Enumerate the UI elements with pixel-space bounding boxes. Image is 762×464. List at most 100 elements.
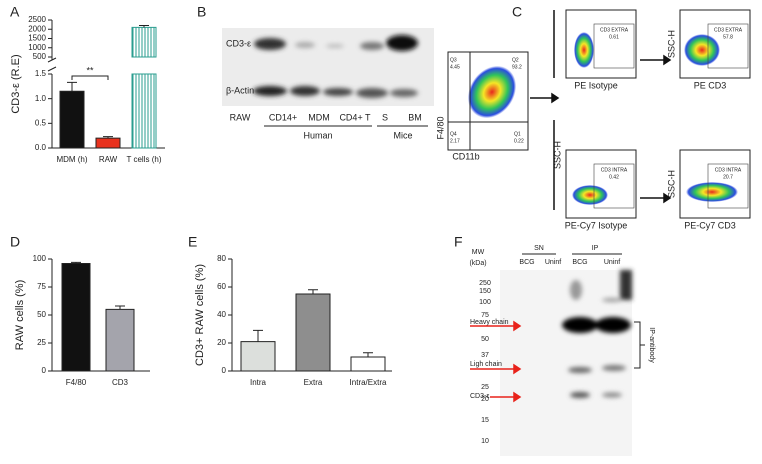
group-label: Human bbox=[303, 130, 332, 140]
axis-label: F4/80 bbox=[435, 116, 445, 139]
density bbox=[686, 182, 738, 202]
panel-letter: F bbox=[454, 234, 463, 250]
density bbox=[684, 34, 720, 66]
annotation: ** bbox=[86, 65, 94, 75]
x-tick-label: Intra/Extra bbox=[350, 378, 387, 387]
y-axis-label: RAW cells (%) bbox=[14, 280, 26, 350]
axis-label: PE CD3 bbox=[694, 80, 727, 90]
error-bar bbox=[103, 136, 113, 139]
bands bbox=[562, 270, 632, 398]
gate bbox=[593, 163, 635, 209]
axis-label: SSC-H bbox=[552, 141, 562, 169]
y-tick-label: 1.0 bbox=[35, 94, 47, 103]
y-tick-label: 75 bbox=[37, 282, 46, 291]
y-tick-label: 100 bbox=[33, 254, 47, 263]
x-tick-label: Intra bbox=[250, 378, 267, 387]
red-arrows bbox=[470, 320, 522, 403]
panel-letter: B bbox=[197, 4, 206, 20]
group-label: Mice bbox=[393, 130, 412, 140]
y-tick-label: 500 bbox=[33, 52, 47, 61]
axis-label: PE-Cy7 Isotype bbox=[565, 220, 628, 230]
quadrant: Q2 bbox=[512, 57, 519, 63]
bar bbox=[295, 293, 331, 372]
error-bar bbox=[115, 305, 125, 310]
panel-letter: E bbox=[188, 234, 197, 250]
bar bbox=[350, 356, 386, 372]
quadrant-value: 0.22 bbox=[514, 138, 524, 144]
mw-label: MW bbox=[472, 249, 485, 256]
lane-label: BCG bbox=[572, 259, 587, 266]
marker-label: 100 bbox=[479, 299, 491, 306]
marker-label: 50 bbox=[481, 336, 489, 343]
bands bbox=[253, 35, 418, 98]
marker-label: 150 bbox=[479, 288, 491, 295]
y-tick-label: 0 bbox=[42, 366, 47, 375]
quadrant-value: 2.17 bbox=[450, 138, 460, 144]
lane-label: BM bbox=[408, 112, 422, 122]
y-tick-label: 0.0 bbox=[35, 143, 47, 152]
axis-label: CD11b bbox=[452, 151, 479, 161]
quadrant: Q3 bbox=[450, 57, 457, 63]
axis-break bbox=[47, 57, 57, 72]
gate-value: 20.7 bbox=[723, 174, 733, 180]
x-tick-label: T cells (h) bbox=[127, 155, 162, 164]
y-tick-label: 80 bbox=[217, 254, 226, 263]
bar bbox=[131, 26, 157, 149]
gate-value: 0.42 bbox=[609, 174, 619, 180]
flow-plot bbox=[679, 9, 751, 79]
bar bbox=[61, 262, 91, 372]
lane-label: S bbox=[382, 112, 388, 122]
dot-plot bbox=[447, 51, 529, 151]
y-tick-label: 2000 bbox=[28, 24, 46, 33]
panel-b: B CD3-ε β-Actin RAW CD14+ MDM CD4+ T S B… bbox=[197, 4, 434, 140]
bracket bbox=[634, 321, 645, 369]
quadrant-value: 4.45 bbox=[450, 64, 460, 70]
x-tick-label: F4/80 bbox=[66, 378, 87, 387]
y-tick-label: 60 bbox=[217, 282, 226, 291]
panel-c: C Q3 4.45 Q2 93.2 Q4 2.17 Q1 0.22 F4/80 … bbox=[435, 4, 672, 210]
lane-label: Uninf bbox=[545, 259, 561, 266]
panel-letter: A bbox=[10, 4, 20, 20]
axis-label: SSC-H bbox=[666, 30, 676, 58]
axis-label: SSC-H bbox=[666, 170, 676, 198]
error-bar bbox=[308, 289, 318, 294]
gate bbox=[593, 23, 635, 69]
density bbox=[467, 65, 517, 119]
panel-letter: D bbox=[10, 234, 20, 250]
group-label: IP bbox=[592, 245, 599, 252]
bar bbox=[95, 137, 121, 149]
y-axis-label: CD3-ε (R.E) bbox=[10, 54, 22, 113]
y-axis-label: CD3+ RAW cells (%) bbox=[194, 264, 206, 366]
y-tick-label: 20 bbox=[217, 338, 226, 347]
gate-label: CD3 EXTRA bbox=[714, 27, 743, 33]
row-label: β-Actin bbox=[226, 85, 254, 95]
density bbox=[572, 185, 608, 205]
error-bar bbox=[363, 352, 373, 357]
band-label: CD3-ε bbox=[470, 393, 489, 400]
bar bbox=[105, 308, 135, 372]
marker-label: 10 bbox=[481, 438, 489, 445]
axis-label: PE Isotype bbox=[574, 80, 618, 90]
gate-label: CD3 INTRA bbox=[715, 167, 742, 173]
x-tick-label: MDM (h) bbox=[56, 155, 87, 164]
flow-plot bbox=[565, 149, 637, 219]
band-label: Ligh chain bbox=[470, 361, 502, 368]
quadrant: Q1 bbox=[514, 131, 521, 137]
y-tick-label: 2500 bbox=[28, 15, 46, 24]
lane-label: MDM bbox=[308, 112, 330, 122]
y-tick-label: 25 bbox=[37, 338, 46, 347]
marker-label: 37 bbox=[481, 352, 489, 359]
error-bar bbox=[71, 261, 81, 264]
y-tick-label: 50 bbox=[37, 310, 46, 319]
row-label: CD3-ε bbox=[226, 38, 251, 48]
error-bar bbox=[67, 81, 77, 92]
marker-label: 15 bbox=[481, 417, 489, 424]
density bbox=[574, 32, 594, 68]
y-tick-label: 0 bbox=[222, 366, 227, 375]
blot bbox=[500, 270, 632, 456]
quadrant: Q4 bbox=[450, 131, 457, 137]
marker-label: 20 bbox=[481, 396, 489, 403]
marker-label: 75 bbox=[481, 312, 489, 319]
error-bar bbox=[139, 25, 149, 28]
